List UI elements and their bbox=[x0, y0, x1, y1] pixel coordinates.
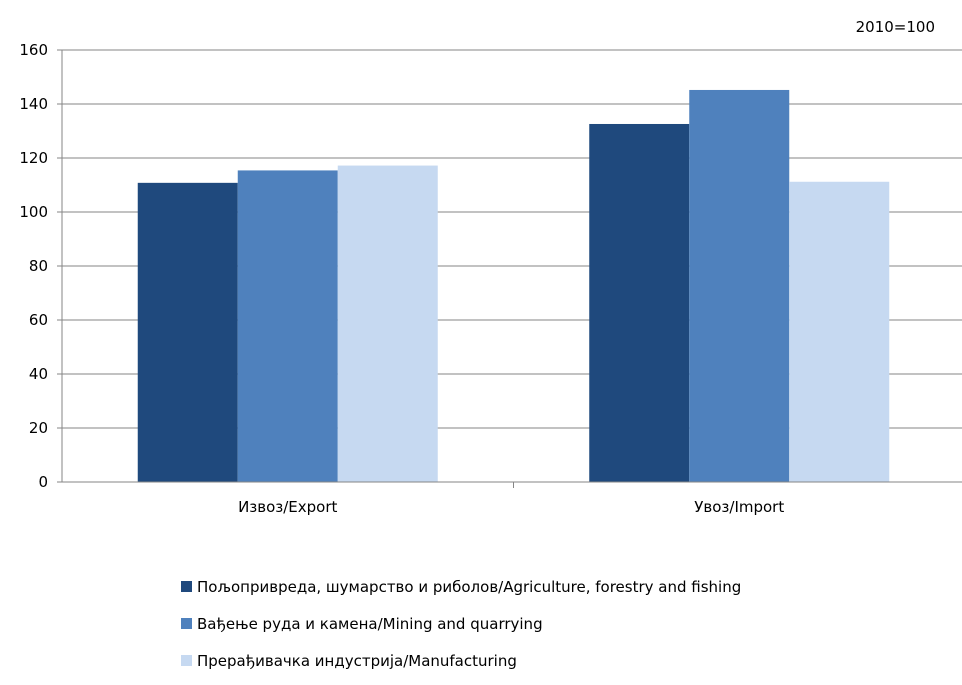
y-tick-label: 140 bbox=[19, 95, 48, 113]
y-tick-label: 100 bbox=[19, 203, 48, 221]
bar bbox=[137, 182, 238, 482]
y-tick-label: 0 bbox=[38, 473, 48, 491]
legend-item: Вађење руда и камена/Mining and quarryin… bbox=[181, 611, 741, 636]
y-tick-label: 120 bbox=[19, 149, 48, 167]
y-tick-label: 80 bbox=[29, 257, 48, 275]
legend-swatch bbox=[181, 655, 192, 666]
bar-chart: 0 20 40 60 80 100 120 140 160 Извоз/Export Увоз/Im… bbox=[19, 41, 962, 516]
x-category-label: Увоз/Import bbox=[694, 498, 784, 516]
axis-labels: 0 20 40 60 80 100 120 140 160 Извоз/Export Увоз/Im… bbox=[19, 41, 784, 516]
legend-label: Вађење руда и камена/Mining and quarryin… bbox=[197, 614, 543, 633]
legend-label: Прерађивачка индустрија/Manufacturing bbox=[197, 651, 517, 670]
x-category-label: Извоз/Export bbox=[238, 498, 337, 516]
bar bbox=[337, 165, 438, 482]
bar bbox=[789, 181, 890, 482]
bar bbox=[589, 123, 690, 482]
base-year-note: 2010=100 bbox=[855, 18, 935, 36]
legend-label: Пољопривреда, шумарство и риболов/Agricu… bbox=[197, 577, 742, 596]
y-tick-label: 160 bbox=[19, 41, 48, 59]
y-tick-label: 20 bbox=[29, 419, 48, 437]
legend-swatch bbox=[181, 618, 192, 629]
y-tick-label: 40 bbox=[29, 365, 48, 383]
legend: Пољопривреда, шумарство и риболов/Agricu… bbox=[181, 574, 741, 685]
axes bbox=[57, 49, 962, 488]
bar bbox=[237, 170, 338, 483]
legend-item: Пољопривреда, шумарство и риболов/Agricu… bbox=[181, 574, 741, 599]
bars bbox=[137, 89, 890, 483]
legend-swatch bbox=[181, 581, 192, 592]
bar bbox=[689, 89, 790, 483]
y-tick-label: 60 bbox=[29, 311, 48, 329]
legend-item: Прерађивачка индустрија/Manufacturing bbox=[181, 648, 741, 673]
